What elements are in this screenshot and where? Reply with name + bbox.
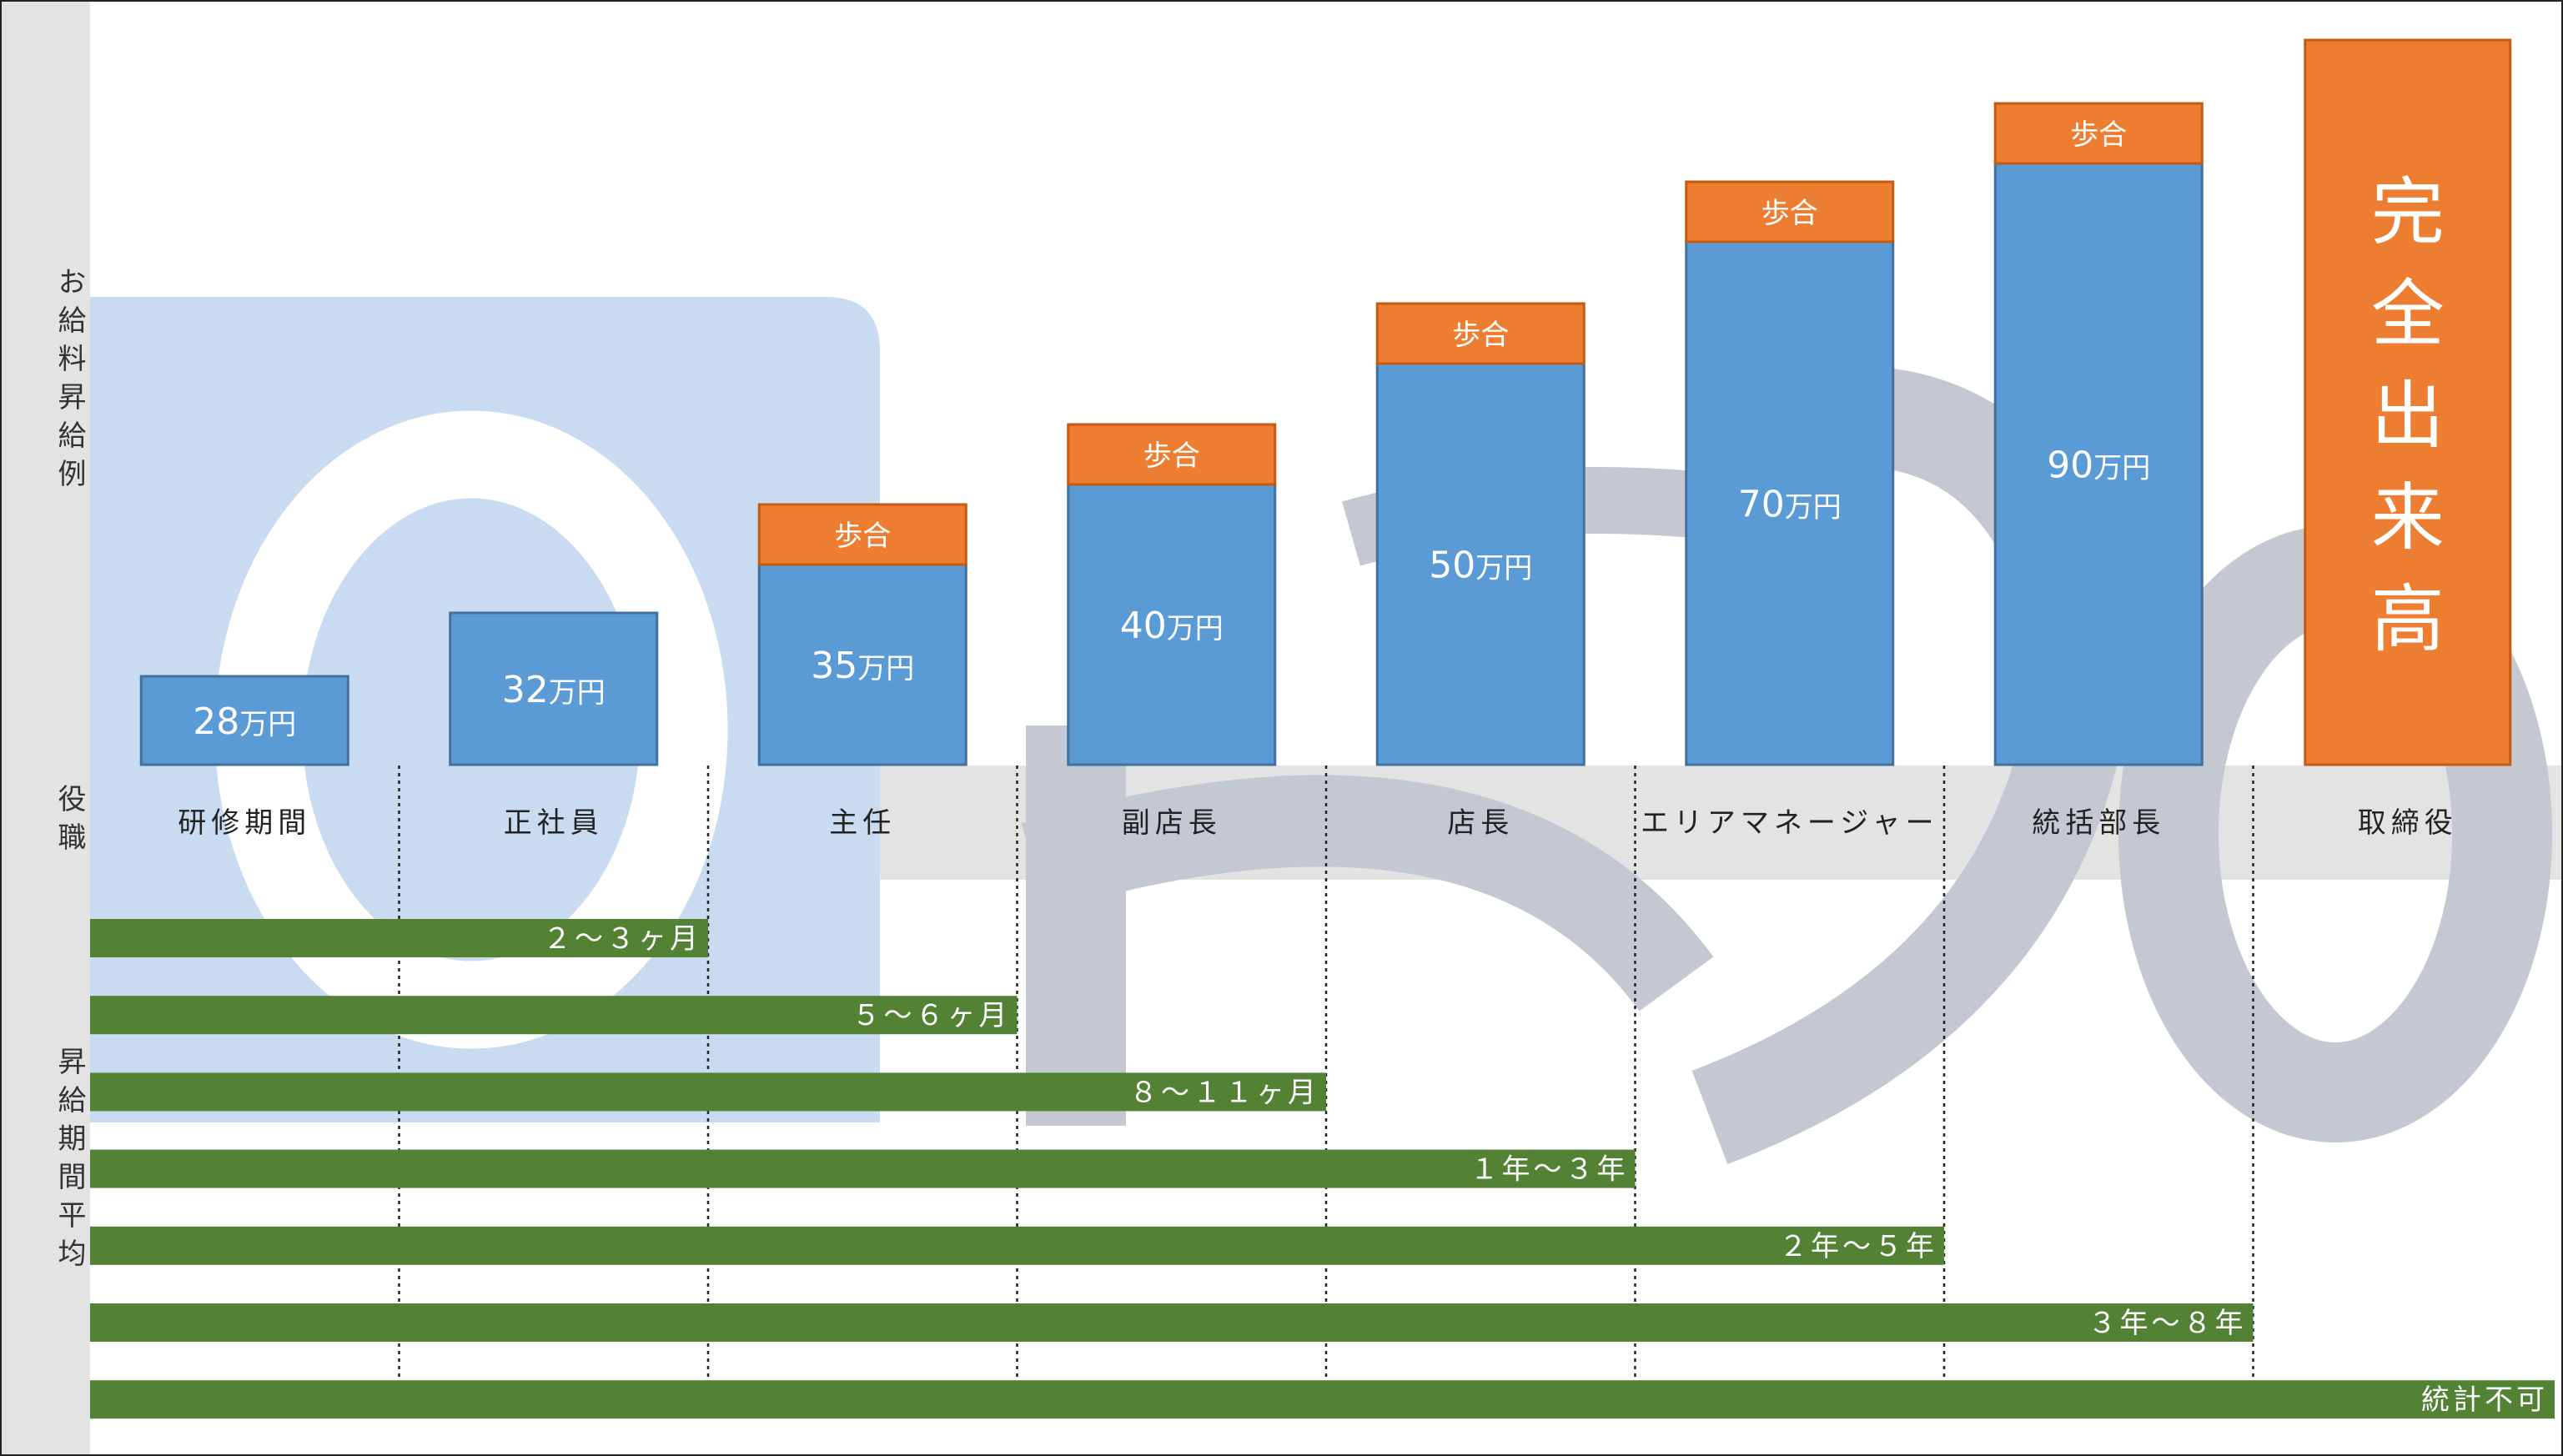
bar-base — [139, 675, 349, 766]
salary-axis-label: お給料昇給例 — [53, 267, 86, 497]
period-bar — [90, 1226, 1944, 1265]
commission-label: 歩合 — [1143, 439, 1200, 473]
period-label: ８～１１ヶ月 — [1129, 1076, 1319, 1109]
bar-base — [1685, 240, 1895, 766]
role-tick-label: 店長 — [1447, 806, 1514, 840]
period-label: 統計不可 — [2421, 1383, 2548, 1417]
bar-base — [1993, 162, 2204, 766]
role-axis-label: 役職 — [53, 784, 86, 861]
bar-value-label: 40万円 — [1120, 605, 1224, 647]
full-commission-label: 完 — [2371, 169, 2445, 255]
left-label-column — [2, 2, 90, 1454]
bar-commission — [757, 503, 967, 566]
bar-full-commission — [2304, 38, 2512, 766]
period-axis-label: 昇給期間平均 — [53, 1047, 86, 1277]
bar-base — [449, 611, 659, 766]
role-tick-label: 正社員 — [504, 806, 604, 840]
full-commission-label: 高 — [2371, 576, 2445, 662]
role-tick-label: エリアマネージャー — [1641, 806, 1939, 840]
commission-label: 歩合 — [1452, 319, 1509, 352]
commission-label: 歩合 — [2070, 118, 2127, 152]
full-commission-label: 来 — [2371, 474, 2445, 560]
bar-value-label: 70万円 — [1738, 484, 1842, 526]
commission-label: 歩合 — [1761, 197, 1818, 230]
bar-commission — [1067, 423, 1277, 486]
period-bar — [90, 1303, 2254, 1342]
period-label: ２～３ヶ月 — [543, 922, 701, 956]
bar-value-label: 35万円 — [811, 645, 914, 687]
period-bar — [90, 1149, 1636, 1188]
bar-value-label: 32万円 — [502, 669, 606, 711]
bar-value-label: 90万円 — [2047, 444, 2150, 487]
period-label: ２年～５年 — [1779, 1230, 1937, 1263]
role-tick-label: 統括部長 — [2032, 806, 2165, 840]
period-bar — [90, 996, 1018, 1035]
period-label: ３年～８年 — [2088, 1307, 2247, 1340]
role-tick-label: 取締役 — [2358, 806, 2458, 840]
full-commission-label: 出 — [2371, 373, 2445, 459]
role-tick-label: 研修期間 — [178, 806, 311, 840]
period-bar — [90, 1072, 1326, 1112]
commission-label: 歩合 — [834, 520, 891, 553]
bar-base — [1067, 483, 1277, 766]
bar-commission — [1685, 180, 1895, 244]
bar-commission — [1993, 102, 2204, 165]
full-commission-label: 全 — [2371, 271, 2445, 357]
watermark-letter-2 — [1021, 775, 1714, 1012]
period-label: ５～６ヶ月 — [852, 999, 1011, 1032]
bar-value-label: 28万円 — [193, 700, 296, 743]
role-tick-label: 副店長 — [1122, 806, 1222, 840]
period-bar — [90, 1380, 2555, 1419]
role-tick-label: 主任 — [829, 806, 896, 840]
bar-commission — [1375, 302, 1586, 365]
bar-value-label: 50万円 — [1429, 545, 1532, 587]
period-bar — [90, 919, 708, 957]
period-label: １年～３年 — [1470, 1153, 1629, 1187]
